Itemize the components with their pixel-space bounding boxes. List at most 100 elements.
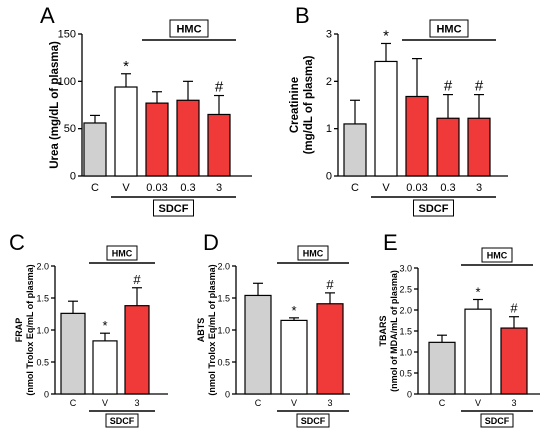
y-axis-label-line: FRAP [14, 318, 24, 343]
significance-star: * [102, 318, 107, 333]
y-tick-label: 0 [44, 390, 49, 400]
y-tick-label: 3.0 [399, 264, 412, 274]
y-tick-label: 0.5 [36, 358, 49, 368]
sdcf-label: SDCF [419, 203, 449, 215]
x-tick-label: C [70, 398, 77, 408]
hmc-label: HMC [112, 249, 133, 259]
sdcf-label: SDCF [159, 203, 189, 215]
bar [405, 95, 429, 177]
x-tick-label: V [475, 398, 481, 408]
y-tick-label: 1.0 [217, 326, 230, 336]
x-tick-label: C [91, 182, 99, 194]
y-axis-label: Urea (mg/dL of plasma) [49, 41, 61, 169]
bar [316, 303, 344, 395]
x-tick-label: V [382, 182, 390, 194]
y-axis-label-line: TBARS [378, 316, 388, 347]
y-tick-label: 0 [326, 171, 332, 183]
x-tick-label: 3 [476, 182, 482, 194]
y-tick-label: 1.5 [217, 294, 230, 304]
y-tick-label: 2.5 [399, 285, 412, 295]
bar [374, 60, 398, 177]
y-axis-label-line: Urea (mg/dL of plasma) [49, 41, 61, 169]
x-tick-label: 3 [134, 398, 139, 408]
bar [467, 117, 491, 177]
sdcf-box [153, 199, 194, 217]
bar [124, 305, 150, 395]
sdcf-label: SDCF [485, 416, 510, 426]
bar [92, 340, 118, 395]
sdcf-box [480, 413, 514, 428]
panel-letter: C [9, 230, 25, 255]
x-tick-label: 0.03 [406, 182, 427, 194]
x-tick-label: C [439, 398, 446, 408]
y-axis-label: Creatinine (mg/dL of plasma) [289, 55, 315, 154]
y-tick-label: 1.5 [399, 327, 412, 337]
x-tick-label: V [102, 398, 108, 408]
y-axis-label: ABTS(nmol Trolox Eq/mL of plasma) [196, 264, 217, 395]
y-axis-label-line: (mg/dL of plasma) [303, 55, 315, 154]
y-axis-label: TBARS(nmol of MDA/mL of plasma) [378, 270, 399, 392]
y-tick-label: 2.0 [217, 262, 230, 272]
hmc-box [297, 245, 329, 261]
bar [176, 99, 200, 177]
hmc-box [481, 247, 513, 263]
bar [464, 308, 492, 395]
x-tick-label: C [351, 182, 359, 194]
x-tick-label: V [291, 398, 297, 408]
x-tick-label: 3 [511, 398, 516, 408]
sdcf-label: SDCF [110, 416, 135, 426]
panel-letter: B [295, 3, 310, 28]
y-tick-label: 100 [58, 76, 76, 88]
y-tick-label: 0 [70, 171, 76, 183]
y-tick-label: 1.0 [399, 348, 412, 358]
y-tick-label: 0 [225, 390, 230, 400]
x-tick-label: 0.3 [180, 182, 195, 194]
hmc-label: HMC [487, 251, 508, 261]
sdcf-box [296, 413, 330, 428]
y-axis-label-line: Creatinine [289, 77, 301, 133]
significance-star: * [291, 303, 296, 318]
y-tick-label: 2 [326, 76, 332, 88]
x-tick-label: 0.03 [146, 182, 167, 194]
bar [343, 123, 367, 177]
y-tick-label: 0.5 [399, 369, 412, 379]
panel-letter: E [383, 230, 398, 255]
y-tick-label: 0.5 [217, 358, 230, 368]
significance-hash: # [444, 78, 453, 95]
bar [60, 312, 86, 395]
x-tick-label: 3 [216, 182, 222, 194]
significance-hash: # [510, 301, 518, 316]
sdcf-box [413, 199, 454, 217]
hmc-box [429, 19, 469, 38]
y-tick-label: 2.0 [36, 262, 49, 272]
significance-hash: # [475, 78, 484, 95]
y-tick-label: 3 [326, 29, 332, 41]
panel-b: B 0 1 2 3 Creatinine (mg/dL of plasma) C * V 0.03 #… [289, 3, 508, 217]
hmc-label: HMC [176, 24, 201, 36]
x-tick-label: 3 [327, 398, 332, 408]
significance-star: * [383, 27, 389, 44]
y-axis-label: FRAP(nmol Trolox Eq/mL of plasma) [14, 264, 35, 395]
sdcf-box [105, 413, 139, 428]
significance-hash: # [133, 272, 141, 287]
y-axis-label-line: ABTS [196, 318, 206, 343]
hmc-box [169, 19, 209, 38]
significance-star: * [123, 58, 129, 75]
y-tick-label: 1.0 [36, 326, 49, 336]
bar [207, 113, 231, 177]
bar [500, 327, 528, 395]
bar [244, 294, 272, 395]
y-tick-label: 1 [326, 123, 332, 135]
panel-letter: A [40, 3, 55, 28]
x-tick-label: V [122, 182, 130, 194]
y-axis-label-line: (nmol Trolox Eq/mL of plasma) [25, 264, 35, 395]
bar [83, 122, 107, 177]
bar [428, 341, 456, 395]
y-tick-label: 1.5 [36, 294, 49, 304]
y-tick-label: 0 [407, 390, 412, 400]
hmc-label: HMC [303, 249, 324, 259]
